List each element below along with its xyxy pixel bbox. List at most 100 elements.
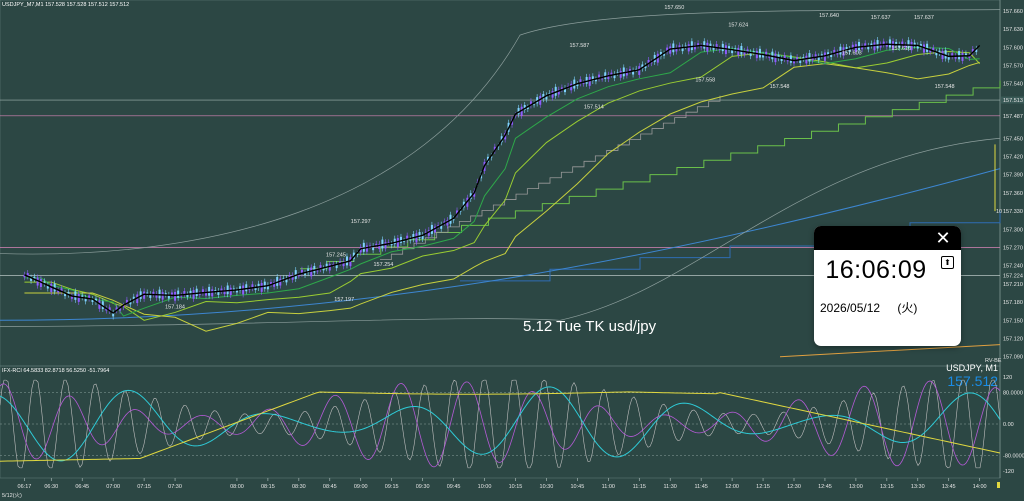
price-axis-label: 157.487 xyxy=(1003,114,1023,120)
price-mark-label: 157.603 xyxy=(842,50,862,56)
candle-body xyxy=(954,56,957,59)
candle-body xyxy=(122,305,125,308)
band-upper xyxy=(0,9,1001,255)
price-mark-label: 157.650 xyxy=(664,5,684,11)
candle-body xyxy=(718,48,721,50)
candle-body xyxy=(316,270,319,272)
pin-icon[interactable]: ⬆ xyxy=(941,256,954,269)
candle-body xyxy=(659,51,662,57)
candle-body xyxy=(536,97,539,104)
price-axis-label: 157.224 xyxy=(1003,273,1023,279)
clock-date-row: 2026/05/12 (火) xyxy=(820,299,917,316)
candle-body xyxy=(958,51,961,60)
price-axis-label: 157.180 xyxy=(1003,300,1023,306)
candle-body xyxy=(687,44,690,52)
candle-body xyxy=(964,53,967,56)
candle-body xyxy=(254,287,257,290)
candle-body xyxy=(390,244,393,246)
candle-body xyxy=(814,54,817,58)
time-axis-label: 12:00 xyxy=(725,484,739,490)
candle-body xyxy=(901,41,904,45)
chart-title-text: USDJPY_M7,M1 157.528 157.528 157.512 157… xyxy=(2,2,129,8)
candle-body xyxy=(403,241,406,243)
candle-body xyxy=(30,277,33,281)
clock-popup[interactable]: ✕ 16:06:09 ⬆ 2026/05/12 (火) xyxy=(814,226,961,346)
candle-body xyxy=(300,269,303,274)
rci-price-label: 157.512 xyxy=(947,373,998,389)
candle-body xyxy=(369,245,372,247)
candle-body xyxy=(892,41,895,50)
candle-body xyxy=(269,282,272,285)
candle-body xyxy=(356,254,359,255)
candle-body xyxy=(529,101,532,106)
candle-body xyxy=(700,46,703,48)
candle-body xyxy=(650,62,653,64)
candle-body xyxy=(260,283,263,292)
candle-body xyxy=(585,76,588,84)
candle-body xyxy=(598,74,601,79)
candle-body xyxy=(362,242,365,252)
price-axis-label: 157.630 xyxy=(1003,27,1023,33)
price-mark-label: 157.637 xyxy=(914,15,934,21)
candle-body xyxy=(876,40,879,49)
candle-body xyxy=(755,50,758,59)
candle-body xyxy=(929,49,932,53)
candle-body xyxy=(548,93,551,94)
clock-date: 2026/05/12 xyxy=(820,301,881,315)
candle-body xyxy=(944,50,947,59)
candle-body xyxy=(132,296,135,301)
candle-body xyxy=(808,53,811,62)
candle-body xyxy=(758,48,761,58)
candle-body xyxy=(820,54,823,56)
candle-body xyxy=(563,88,566,93)
time-axis-label: 14:00 xyxy=(973,484,987,490)
candle-body xyxy=(67,292,70,295)
candle-body xyxy=(81,295,84,298)
candle-body xyxy=(220,288,223,291)
candle-body xyxy=(36,277,39,286)
candle-body xyxy=(251,284,254,289)
candle-body xyxy=(399,236,402,243)
candle-body xyxy=(365,245,368,252)
time-axis-label: 11:30 xyxy=(664,484,677,490)
candle-body xyxy=(780,58,783,61)
candle-body xyxy=(101,301,104,309)
candle-body xyxy=(709,43,712,48)
close-icon[interactable]: ✕ xyxy=(935,228,951,248)
candle-body xyxy=(406,235,409,240)
price-axis-label: 157.513 xyxy=(1003,98,1023,104)
candle-body xyxy=(765,51,768,56)
candle-body xyxy=(198,293,201,295)
band-lower xyxy=(0,137,1001,327)
candle-body xyxy=(851,44,854,49)
candle-body xyxy=(396,238,399,248)
candle-body xyxy=(313,265,316,273)
candle-body xyxy=(493,146,496,151)
candle-body xyxy=(297,275,300,277)
candle-body xyxy=(235,290,238,293)
candle-body xyxy=(322,268,325,271)
candle-body xyxy=(108,307,111,311)
candle-body xyxy=(152,291,155,295)
time-axis-label: 06:30 xyxy=(44,484,58,490)
candle-body xyxy=(638,66,641,75)
candle-body xyxy=(786,60,789,62)
price-mark-label: 157.297 xyxy=(351,219,371,225)
price-badge xyxy=(1001,96,1024,104)
candle-body xyxy=(731,49,734,54)
candle-body xyxy=(833,49,836,54)
candle-body xyxy=(415,233,418,243)
time-axis-label: 08:30 xyxy=(292,484,306,490)
candle-body xyxy=(669,46,672,54)
candle-body xyxy=(539,95,542,105)
candle-body xyxy=(752,51,755,53)
price-mark-label: 157.587 xyxy=(569,43,589,49)
candle-body xyxy=(610,72,613,75)
candle-body xyxy=(573,79,576,89)
price-axis-label: 157.450 xyxy=(1003,136,1023,142)
candle-body xyxy=(242,285,245,295)
candle-body xyxy=(830,54,833,58)
candle-body xyxy=(523,104,526,110)
